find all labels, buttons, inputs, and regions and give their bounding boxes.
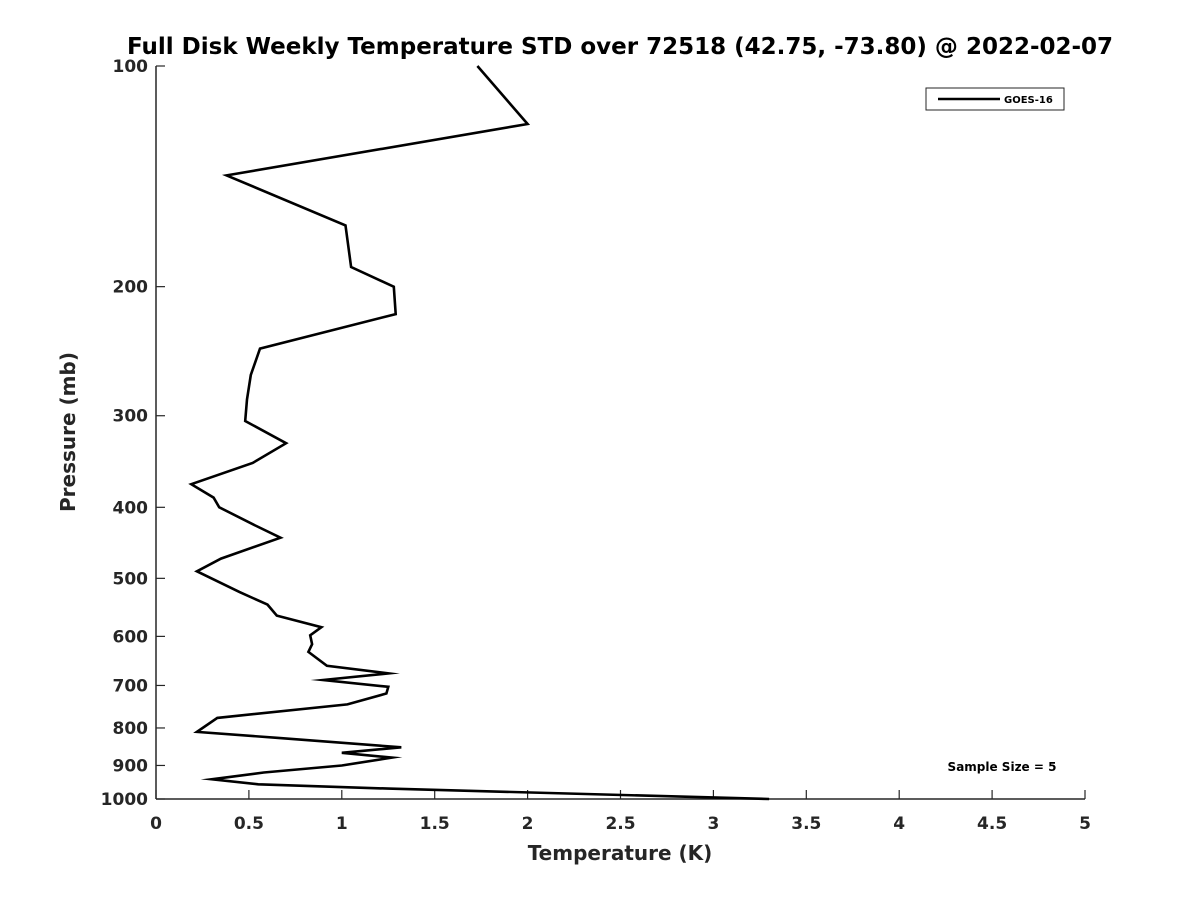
x-tick-label: 1 (336, 814, 348, 834)
x-tick-label: 4 (893, 814, 905, 834)
y-tick-label: 200 (113, 278, 149, 298)
y-tick-label: 600 (113, 627, 149, 647)
x-tick-label: 3.5 (791, 814, 821, 834)
series-layer (188, 65, 770, 801)
x-tick-label: 5 (1079, 814, 1091, 834)
legend: GOES-16 (925, 87, 1065, 111)
sample-size-annotation: Sample Size = 5 (948, 760, 1057, 774)
y-tick-label: 400 (113, 498, 149, 518)
x-tick-label: 3 (707, 814, 719, 834)
y-tick-label: 500 (113, 569, 149, 589)
y-tick-label: 700 (113, 676, 149, 696)
x-tick-label: 2 (522, 814, 534, 834)
x-axis-label: Temperature (K) (528, 841, 713, 865)
chart-title: Full Disk Weekly Temperature STD over 72… (127, 34, 1113, 60)
series-line (188, 65, 770, 801)
y-ticks: 100 200 300 400 500 600 700 800 900 1000 (101, 57, 165, 810)
y-tick-label: 1000 (101, 790, 148, 810)
x-tick-label: 4.5 (977, 814, 1007, 834)
x-tick-label: 2.5 (605, 814, 635, 834)
y-tick-label: 800 (113, 719, 149, 739)
x-tick-label: 1.5 (420, 814, 450, 834)
axes (155, 66, 1085, 800)
y-axis-label: Pressure (mb) (56, 352, 80, 512)
y-tick-label: 100 (113, 57, 149, 77)
y-tick-label: 900 (113, 756, 149, 776)
x-tick-label: 0.5 (234, 814, 264, 834)
y-tick-label: 300 (113, 407, 149, 427)
x-ticks: 0 0.5 1 1.5 2 2.5 3 3.5 4 4.5 5 (150, 790, 1091, 834)
x-tick-label: 0 (150, 814, 162, 834)
legend-label: GOES-16 (1004, 95, 1053, 106)
